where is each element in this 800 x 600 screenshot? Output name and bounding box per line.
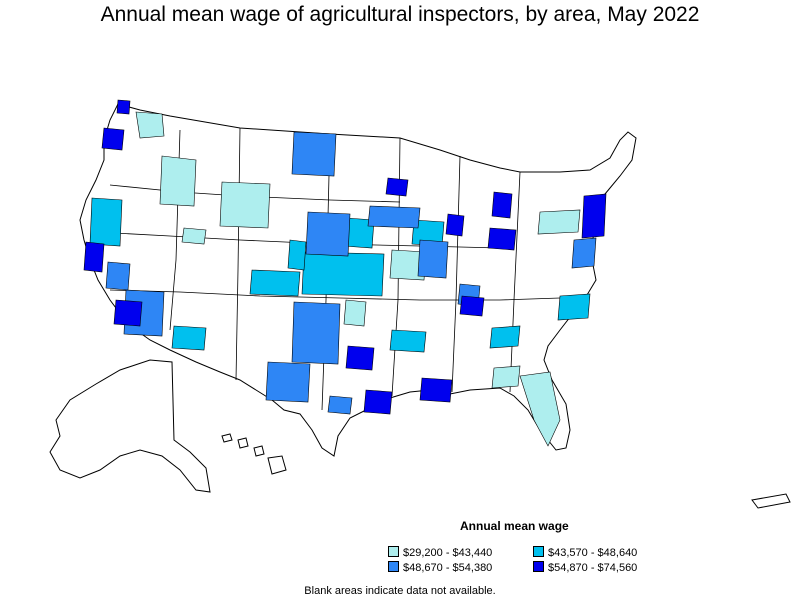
area-blue-10 — [327, 395, 353, 415]
area-light-8 — [343, 299, 367, 327]
area-light-1 — [135, 111, 165, 139]
area-light-6 — [537, 209, 581, 235]
legend-label-3: $48,670 - $54,380 — [403, 562, 493, 574]
legend-label-4: $54,870 - $74,560 — [548, 562, 638, 574]
area-blue-1 — [291, 131, 337, 177]
legend-item-4: $54,870 - $74,560 — [533, 561, 637, 574]
legend-label-2: $43,570 - $48,640 — [548, 547, 638, 559]
area-blue-4 — [265, 361, 311, 403]
area-cyan-9 — [557, 293, 591, 321]
area-light-5 — [389, 249, 427, 281]
area-cyan-6 — [287, 239, 307, 271]
area-dark-5 — [363, 389, 393, 415]
legend-title: Annual mean wage — [460, 519, 569, 533]
area-light-4 — [181, 227, 207, 245]
legend-item-3: $48,670 - $54,380 — [388, 561, 492, 574]
area-dark-10 — [581, 193, 607, 239]
area-light-3 — [159, 155, 197, 207]
map-title: Annual mean wage of agricultural inspect… — [100, 3, 700, 26]
area-dark-8 — [491, 191, 513, 219]
area-dark-2 — [83, 241, 105, 273]
area-cyan-2 — [301, 251, 385, 297]
area-dark-9 — [487, 227, 517, 251]
area-dark-3 — [113, 299, 143, 327]
area-cyan-4 — [171, 325, 207, 351]
legend-item-2: $43,570 - $48,640 — [533, 546, 637, 559]
legend-swatch-2 — [533, 546, 544, 557]
alaska-outline — [49, 359, 211, 493]
legend-swatch-1 — [388, 546, 399, 557]
hawaii-island-3 — [253, 445, 265, 457]
area-cyan-7 — [389, 329, 427, 353]
area-cyan-3 — [249, 269, 301, 297]
area-dark-12 — [445, 213, 465, 237]
area-dark-6 — [419, 377, 453, 403]
area-blue-3 — [291, 301, 341, 365]
area-blue-7 — [417, 239, 449, 279]
area-dark-1 — [101, 127, 125, 151]
area-blue-6 — [367, 205, 421, 229]
area-light-9 — [491, 365, 521, 389]
legend-swatch-4 — [533, 561, 544, 572]
legend-label-1: $29,200 - $43,440 — [403, 547, 493, 559]
area-blue-9 — [571, 237, 597, 269]
area-dark-4 — [345, 345, 375, 371]
area-cyan-8 — [489, 325, 521, 349]
hawaii-island-1 — [221, 433, 233, 443]
area-dark-7 — [459, 295, 485, 317]
hawaii-island-4 — [267, 455, 287, 475]
area-dark-13 — [116, 99, 131, 115]
footnote: Blank areas indicate data not available. — [304, 585, 496, 597]
area-blue-2 — [305, 211, 351, 257]
area-blue-8 — [105, 261, 131, 291]
legend-item-1: $29,200 - $43,440 — [388, 546, 492, 559]
puerto-rico-outline — [751, 493, 791, 509]
legend-swatch-3 — [388, 561, 399, 572]
area-dark-11 — [385, 177, 409, 197]
hawaii-island-2 — [237, 437, 249, 449]
area-light-2 — [219, 181, 271, 229]
area-cyan-1 — [89, 197, 123, 247]
area-light-7 — [519, 371, 561, 447]
